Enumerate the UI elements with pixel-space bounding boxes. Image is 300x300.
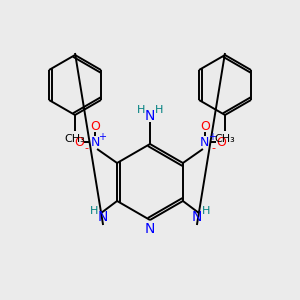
Text: O: O <box>90 121 100 134</box>
Text: N: N <box>145 222 155 236</box>
Text: -: - <box>84 143 88 153</box>
Text: O: O <box>74 136 84 148</box>
Text: O: O <box>200 121 210 134</box>
Text: H: H <box>90 206 98 216</box>
Text: CH₃: CH₃ <box>214 134 236 144</box>
Text: +: + <box>98 132 106 142</box>
Text: H: H <box>202 206 210 216</box>
Text: H: H <box>137 105 145 115</box>
Text: CH₃: CH₃ <box>64 134 86 144</box>
Text: -: - <box>212 143 216 153</box>
Text: N: N <box>90 136 100 148</box>
Text: N: N <box>192 210 202 224</box>
Text: N: N <box>98 210 108 224</box>
Text: N: N <box>200 136 210 148</box>
Text: H: H <box>155 105 163 115</box>
Text: +: + <box>208 132 216 142</box>
Text: N: N <box>145 109 155 123</box>
Text: O: O <box>216 136 226 148</box>
